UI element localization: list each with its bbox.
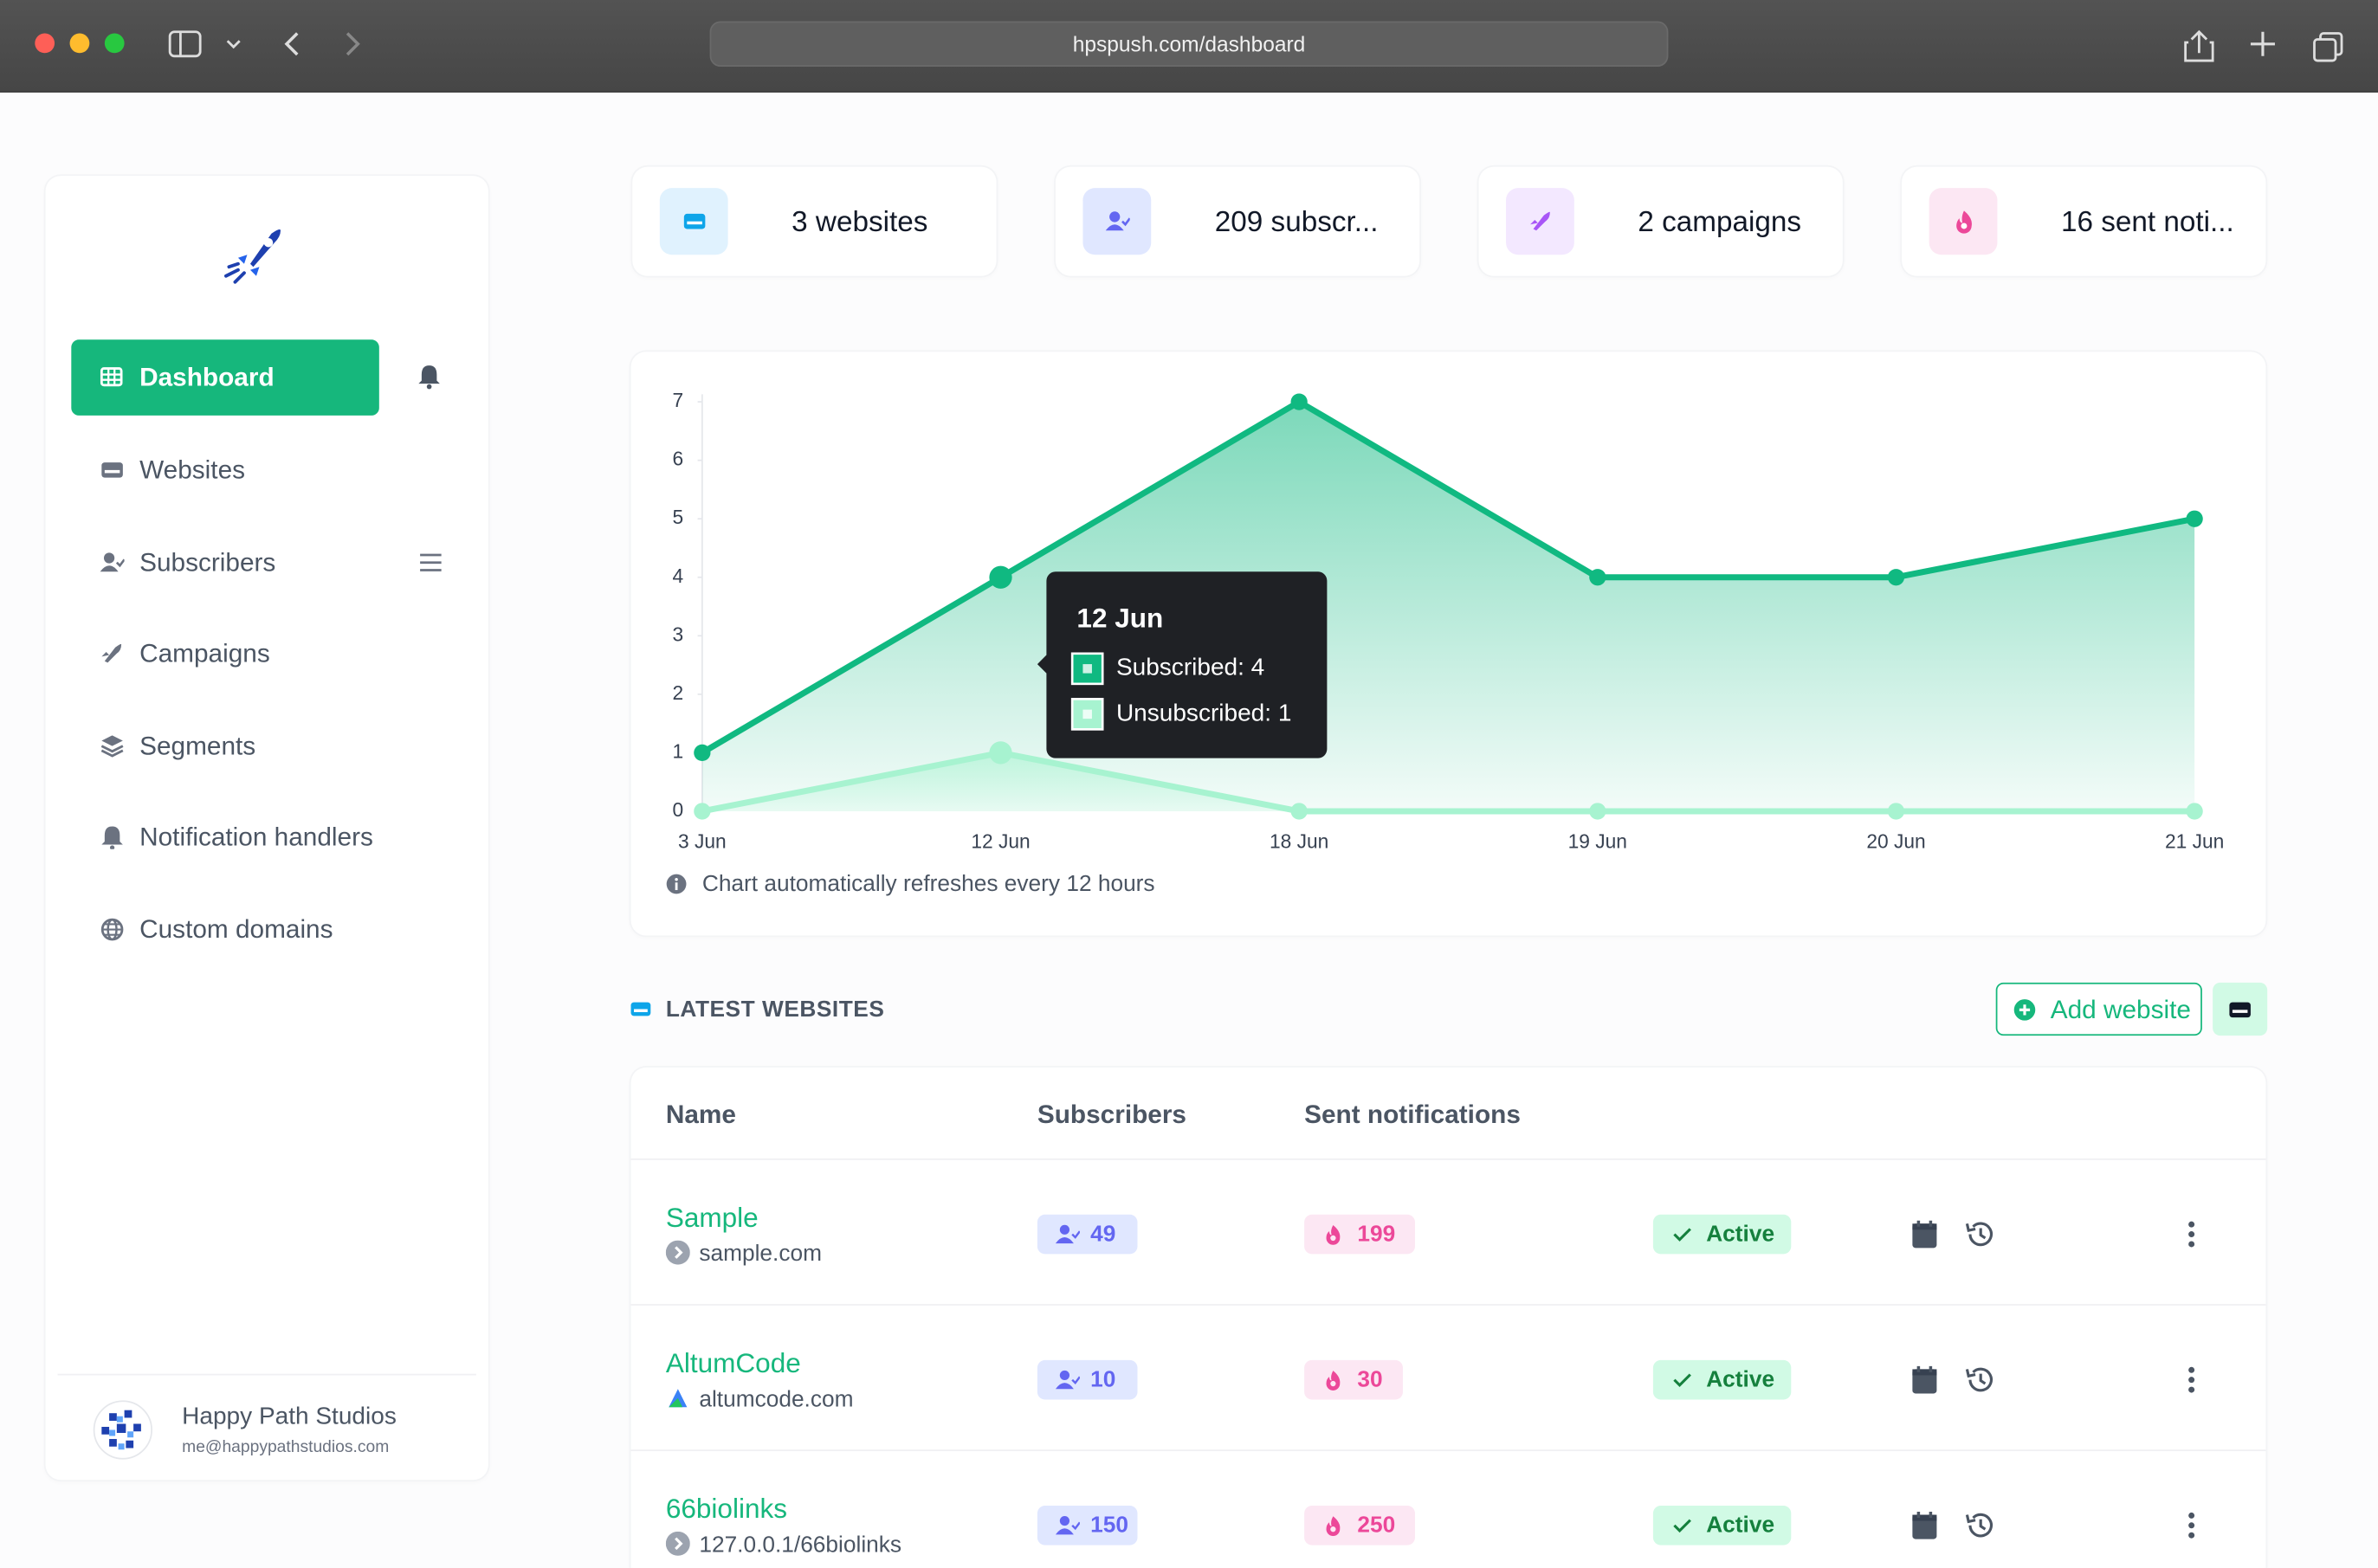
nav-item[interactable]: Campaigns xyxy=(139,639,270,668)
user-email: me@happypathstudios.com xyxy=(182,1438,390,1457)
website-domain: sample.com xyxy=(699,1241,822,1268)
badge-icon xyxy=(1326,1516,1341,1537)
sent-count: 199 xyxy=(1357,1221,1396,1248)
stat-icon xyxy=(683,213,706,229)
browser-toolbar: hpspush.com/dashboard xyxy=(0,0,2378,93)
status-label: Active xyxy=(1706,1366,1775,1393)
row-divider xyxy=(630,1304,2266,1306)
add-website-label[interactable]: Add website xyxy=(2050,995,2191,1025)
calendar-icon[interactable] xyxy=(1911,1510,1939,1540)
domain-icon xyxy=(665,1240,690,1265)
column-header: Subscribers xyxy=(1037,1100,1186,1129)
chart-note: Chart automatically refreshes every 12 h… xyxy=(701,871,1155,897)
table-card xyxy=(630,1067,2266,1568)
column-header: Sent notifications xyxy=(1304,1100,1521,1129)
row-divider xyxy=(630,1449,2266,1451)
check-icon xyxy=(1673,1373,1691,1388)
nav-icon xyxy=(101,826,123,849)
row-divider xyxy=(630,1158,2266,1160)
plus-icon xyxy=(2013,999,2036,1021)
nav-icons xyxy=(168,30,360,58)
nav-item[interactable]: Dashboard xyxy=(139,363,275,392)
badge-icon xyxy=(1055,1370,1080,1390)
nav-icon xyxy=(100,735,124,758)
websites-button-icon xyxy=(2229,1002,2251,1018)
domain-icon xyxy=(669,1389,688,1408)
badge-icon xyxy=(1055,1224,1080,1244)
calendar-icon[interactable] xyxy=(1911,1219,1939,1249)
column-header: Name xyxy=(665,1100,736,1129)
subscribers-count: 49 xyxy=(1090,1221,1116,1248)
user-name: Happy Path Studios xyxy=(182,1403,397,1430)
nav-item[interactable]: Segments xyxy=(139,732,256,761)
nav-item[interactable]: Custom domains xyxy=(139,914,333,945)
section-icon xyxy=(630,1002,651,1016)
toolbar-icons xyxy=(2184,29,2343,62)
badge-icon xyxy=(1326,1371,1341,1391)
stat-value: 3 websites xyxy=(792,207,928,239)
chart-card xyxy=(630,352,2266,936)
nav-icon xyxy=(101,462,123,478)
avatar xyxy=(93,1400,153,1460)
subscribers-badge xyxy=(1037,1506,1138,1545)
sent-count: 250 xyxy=(1357,1512,1396,1539)
history-icon[interactable] xyxy=(1964,1219,1994,1249)
minimize-button[interactable] xyxy=(69,33,90,54)
history-icon[interactable] xyxy=(1964,1365,1994,1395)
sent-badge xyxy=(1304,1359,1403,1400)
nav-active-bg[interactable] xyxy=(71,339,379,416)
stat-icon xyxy=(1530,211,1550,231)
address-bar[interactable] xyxy=(709,21,1669,68)
status-label: Active xyxy=(1706,1512,1775,1539)
sent-badge xyxy=(1304,1214,1415,1255)
website-domain: altumcode.com xyxy=(699,1386,854,1413)
nav-item[interactable]: Notification handlers xyxy=(139,823,373,852)
more-icon[interactable] xyxy=(2186,1221,2198,1249)
info-icon xyxy=(666,874,687,894)
subscribers-count: 150 xyxy=(1090,1512,1129,1539)
sidebar-divider xyxy=(57,1373,476,1376)
bell-icon xyxy=(418,365,440,390)
stat-icon xyxy=(1956,210,1972,234)
more-icon[interactable] xyxy=(2186,1366,2198,1394)
sent-badge xyxy=(1304,1506,1415,1545)
nav-item[interactable]: Subscribers xyxy=(139,548,276,578)
zoom-button[interactable] xyxy=(104,33,125,54)
subscribers-badge xyxy=(1037,1214,1138,1255)
nav-item[interactable]: Websites xyxy=(139,455,246,485)
nav-icon xyxy=(100,367,123,387)
history-icon[interactable] xyxy=(1964,1510,1994,1540)
stat-value: 16 sent noti... xyxy=(2061,207,2234,239)
menu-icon xyxy=(420,553,442,571)
section-title: LATEST WEBSITES xyxy=(665,997,885,1023)
check-icon xyxy=(1673,1228,1691,1242)
badge-icon xyxy=(1055,1515,1080,1535)
domain-icon xyxy=(665,1531,690,1556)
calendar-icon[interactable] xyxy=(1911,1365,1939,1395)
website-name[interactable]: AltumCode xyxy=(665,1347,801,1378)
check-icon xyxy=(1673,1519,1691,1533)
more-icon[interactable] xyxy=(2186,1512,2198,1539)
stat-value: 2 campaigns xyxy=(1638,207,1802,239)
status-label: Active xyxy=(1706,1221,1775,1248)
website-name[interactable]: Sample xyxy=(665,1202,759,1233)
close-button[interactable] xyxy=(35,33,55,54)
sent-count: 30 xyxy=(1357,1366,1383,1393)
stat-value: 209 subscr... xyxy=(1214,207,1379,239)
nav-icon xyxy=(101,643,122,663)
nav-icon xyxy=(100,918,124,941)
badge-icon xyxy=(1326,1225,1341,1245)
nav-icon xyxy=(100,552,125,572)
subscribers-count: 10 xyxy=(1090,1366,1116,1393)
subscribers-badge xyxy=(1037,1359,1138,1400)
website-name[interactable]: 66biolinks xyxy=(665,1494,788,1525)
stat-icon xyxy=(1105,211,1130,231)
logo xyxy=(224,229,281,284)
website-domain: 127.0.0.1/66biolinks xyxy=(699,1532,902,1558)
url: hpspush.com/dashboard xyxy=(1072,31,1306,56)
